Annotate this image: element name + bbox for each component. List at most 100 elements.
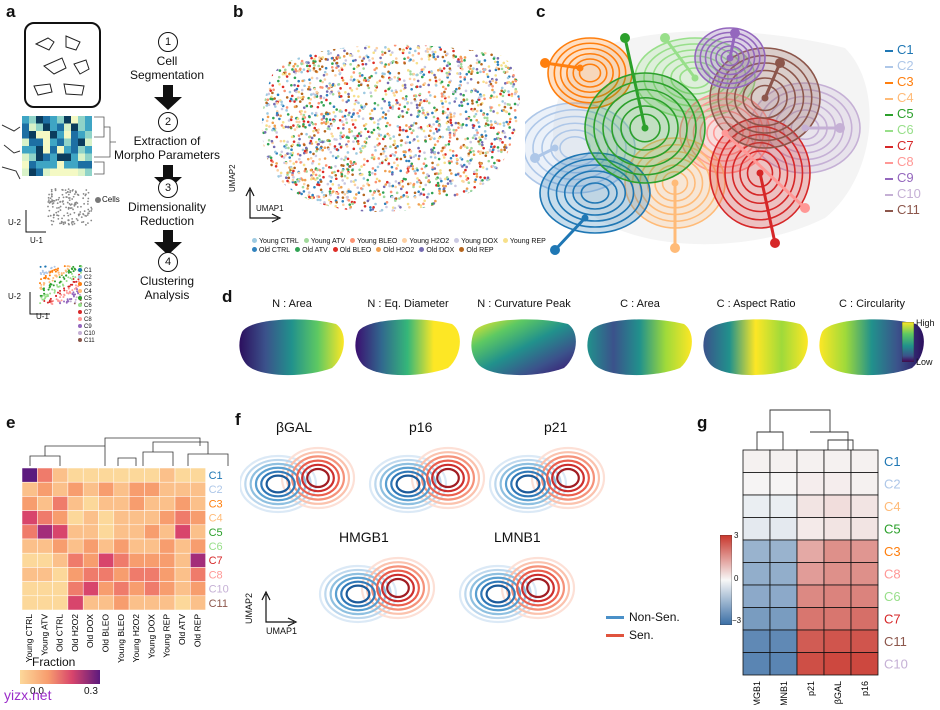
condition-dot: [352, 147, 356, 151]
condition-dot: [394, 197, 398, 200]
condition-dot: [502, 121, 506, 125]
condition-dot: [453, 100, 457, 103]
cluster-contour: [602, 88, 688, 168]
condition-dot: [473, 193, 477, 196]
condition-dot: [276, 93, 280, 97]
condition-dot: [378, 162, 382, 165]
cell-dot: [64, 189, 67, 192]
condition-dot: [490, 37, 493, 40]
marker-title: βGAL: [276, 419, 313, 435]
cluster-dot: [75, 280, 78, 283]
condition-dot: [448, 179, 452, 183]
condition-dot: [440, 38, 443, 41]
cluster-contour: [679, 67, 711, 89]
condition-dot: [381, 97, 385, 101]
condition-dot: [441, 102, 444, 105]
condition-dot: [373, 107, 376, 111]
condition-dot: [282, 196, 285, 199]
condition-dot: [357, 84, 361, 87]
condition-dot: [395, 37, 398, 40]
mini-heat-cell: [64, 161, 71, 169]
mini-heat-cell: [29, 138, 36, 146]
condition-dot: [405, 111, 409, 114]
fraction-cell: [159, 524, 176, 540]
condition-dot: [444, 143, 448, 147]
condition-dot: [509, 106, 513, 110]
condition-dot: [364, 122, 368, 126]
sen-contour: [431, 463, 465, 493]
mini-heat-cell: [29, 161, 36, 169]
fraction-cell: [37, 510, 53, 526]
condition-dot: [436, 55, 440, 59]
condition-dot: [322, 116, 326, 120]
senescence-contours: [240, 446, 606, 624]
cell-dot: [87, 191, 90, 194]
condition-dot: [261, 147, 264, 151]
condition-dot: [520, 63, 523, 66]
condition-dot: [421, 222, 424, 225]
condition-dot: [315, 76, 319, 80]
row-label: C6: [884, 589, 901, 604]
condition-dot: [374, 180, 378, 184]
column-label: Young DOX: [146, 614, 156, 659]
condition-dot: [511, 201, 514, 205]
cell-dot: [73, 211, 76, 214]
mini-heat-cell: [50, 168, 57, 176]
condition-dot: [385, 205, 388, 209]
condition-dot: [520, 201, 523, 204]
condition-dot: [339, 131, 343, 135]
condition-dot: [403, 57, 406, 61]
row-label: C1: [209, 470, 223, 482]
mini-heat-cell: [22, 153, 29, 161]
condition-dot: [419, 71, 422, 75]
condition-dot: [307, 191, 311, 194]
cluster-pin-dot: [550, 245, 560, 255]
condition-dot: [516, 190, 520, 193]
condition-dot: [483, 97, 486, 101]
condition-dot: [421, 108, 425, 112]
condition-dot: [326, 36, 329, 39]
cluster-pin-dot: [775, 58, 785, 68]
condition-dot: [405, 223, 408, 225]
mini-legend-item: C5: [78, 296, 95, 303]
condition-dot: [437, 68, 440, 72]
fraction-cell: [174, 467, 191, 483]
condition-dot: [487, 35, 490, 38]
condition-dot: [371, 171, 374, 175]
condition-dot: [261, 153, 264, 157]
condition-dot: [513, 188, 516, 191]
condition-dot: [317, 101, 321, 105]
condition-dot: [370, 218, 373, 221]
condition-dot: [360, 212, 363, 215]
condition-dot: [379, 133, 383, 137]
cluster-contour: [704, 36, 756, 80]
condition-dot: [398, 133, 401, 137]
condition-dot: [483, 176, 487, 180]
fraction-cell: [190, 538, 206, 554]
mini-heat-cell: [36, 131, 43, 139]
axis-u1: U-1: [30, 236, 43, 245]
cluster-legend-item: C3: [885, 74, 921, 90]
condition-dot: [492, 90, 496, 94]
condition-dot: [309, 201, 313, 205]
condition-dot: [381, 39, 384, 42]
condition-dot: [485, 81, 488, 85]
cell-dot: [60, 220, 63, 223]
condition-dot: [418, 185, 422, 189]
cell-dot: [86, 214, 89, 216]
condition-dot: [464, 174, 468, 178]
condition-dot: [513, 169, 517, 172]
condition-dot: [479, 150, 483, 153]
condition-dot: [388, 103, 391, 107]
condition-dot: [329, 37, 332, 40]
condition-dot: [517, 200, 520, 204]
condition-dot: [420, 68, 424, 72]
condition-dot: [293, 105, 297, 109]
condition-dot: [442, 156, 446, 159]
condition-dot: [399, 143, 403, 147]
condition-dot: [328, 139, 331, 143]
condition-dot: [338, 118, 342, 122]
condition-dot: [497, 182, 501, 185]
condition-dot: [352, 140, 355, 143]
condition-dot: [468, 194, 472, 198]
